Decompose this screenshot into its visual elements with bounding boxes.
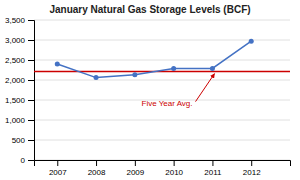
y-tick-label: 3,500 [5, 16, 26, 25]
series-point [171, 66, 176, 71]
y-tick-label: 2,000 [5, 76, 26, 85]
x-tick-mark [212, 160, 213, 166]
y-tick: 500 [12, 136, 34, 145]
y-tick-mark [28, 140, 34, 141]
series-line [57, 41, 251, 77]
y-tick-label: 2,500 [5, 56, 26, 65]
y-axis: 0 500 1,000 1,500 2,000 2,500 3,000 3,500 [5, 16, 35, 165]
y-tick-label: 500 [12, 136, 26, 145]
x-tick-label: 2011 [204, 168, 222, 177]
x-tick-label: 2007 [49, 168, 67, 177]
x-tick-label: 2010 [165, 168, 183, 177]
y-tick-mark [28, 60, 34, 61]
series-point [94, 75, 99, 80]
x-tick-mark [174, 160, 175, 166]
y-tick-label: 3,000 [5, 36, 26, 45]
x-tick-mark [251, 160, 252, 166]
y-tick: 1,500 [5, 96, 34, 105]
series-point [249, 39, 254, 44]
grid-line [34, 60, 290, 61]
grid [34, 20, 290, 160]
annotation-arrow [196, 74, 215, 102]
grid-line [34, 20, 290, 21]
y-tick-mark [28, 160, 34, 161]
x-tick-mark [96, 160, 97, 166]
chart-container: January Natural Gas Storage Levels (BCF)… [0, 0, 300, 180]
x-tick: 2009 [126, 160, 144, 177]
annotation-text: Five Year Avg. [142, 99, 193, 108]
y-axis-line [28, 21, 35, 161]
y-tick-label: 0 [21, 156, 26, 165]
x-tick: 2011 [204, 160, 222, 177]
y-tick: 0 [21, 156, 34, 165]
chart-title: January Natural Gas Storage Levels (BCF) [49, 4, 250, 15]
grid-line [34, 80, 290, 81]
y-tick-mark [28, 40, 34, 41]
y-tick: 3,500 [5, 16, 34, 25]
x-axis-line [35, 161, 291, 167]
y-tick: 2,000 [5, 76, 34, 85]
series-point [210, 66, 215, 71]
y-tick: 1,000 [5, 116, 34, 125]
y-tick-mark [28, 120, 34, 121]
x-tick: 2012 [243, 160, 261, 177]
x-tick: 2007 [49, 160, 67, 177]
grid-line [34, 120, 290, 121]
x-tick-label: 2009 [126, 168, 144, 177]
y-tick-label: 1,000 [5, 116, 26, 125]
series-point [132, 72, 137, 77]
series-point [55, 62, 60, 67]
x-tick-label: 2012 [243, 168, 261, 177]
grid-line [34, 140, 290, 141]
y-tick: 2,500 [5, 56, 34, 65]
x-tick: 2010 [165, 160, 183, 177]
x-tick-label: 2008 [88, 168, 106, 177]
y-tick-mark [28, 20, 34, 21]
plot-area: 05001,0001,5002,0002,5003,0003,500200720… [5, 16, 291, 177]
y-tick-mark [28, 100, 34, 101]
x-axis: 2007 2008 2009 2010 2011 2012 [35, 160, 291, 177]
y-tick-label: 1,500 [5, 96, 26, 105]
marks [34, 39, 290, 80]
chart-svg: January Natural Gas Storage Levels (BCF)… [0, 0, 300, 180]
x-tick-mark [57, 160, 58, 166]
x-tick-mark [135, 160, 136, 166]
y-tick-mark [28, 80, 34, 81]
y-tick: 3,000 [5, 36, 34, 45]
x-tick: 2008 [88, 160, 106, 177]
